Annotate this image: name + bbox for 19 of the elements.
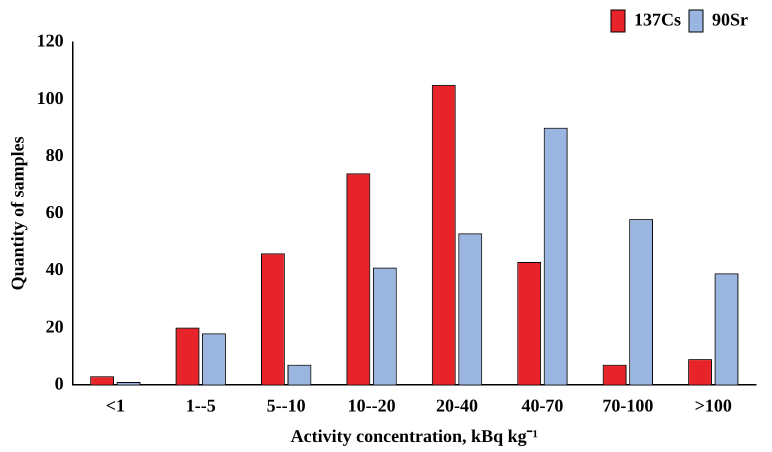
y-tick-label: 100 [36, 88, 64, 108]
x-tick-label: <1 [106, 395, 125, 416]
legend-label: 90Sr [712, 10, 748, 30]
x-axis-title: Activity concentration, kBq kg⁻¹ [290, 426, 538, 446]
y-axis-title: Quantity of samples [7, 136, 28, 290]
y-tick-label: 80 [46, 144, 64, 165]
x-tick-label: 5--10 [266, 395, 306, 416]
y-tick-label: 40 [46, 259, 64, 280]
y-tick-label: 20 [46, 316, 64, 336]
x-tick-label: 40-70 [521, 395, 564, 416]
x-tick-label: 10--20 [348, 395, 396, 416]
y-tick-label: 60 [46, 202, 64, 222]
x-tick-label: >100 [694, 395, 732, 416]
y-tick-label: 120 [36, 30, 64, 51]
legend-label: 137Cs [634, 10, 682, 30]
x-tick-label: 20-40 [436, 395, 478, 416]
x-tick-label: 70-100 [602, 395, 654, 416]
y-tick-label: 0 [54, 373, 64, 394]
x-tick-label: 1--5 [186, 395, 216, 416]
